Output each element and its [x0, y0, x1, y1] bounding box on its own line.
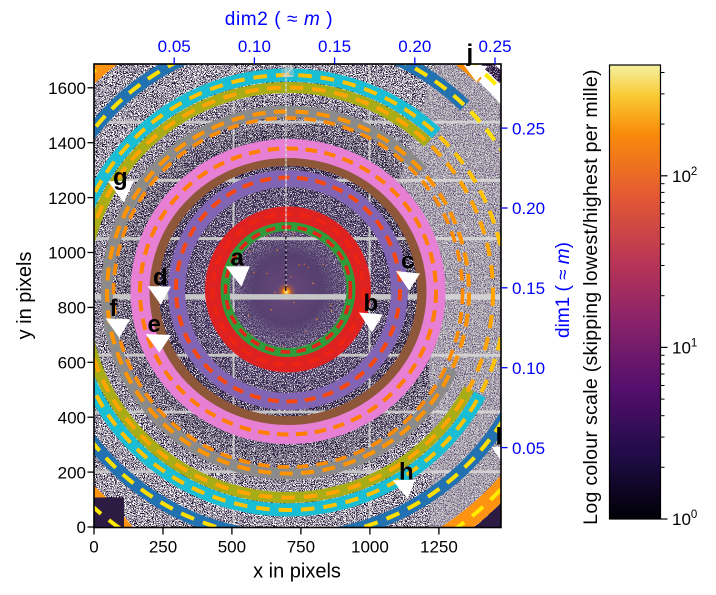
svg-text:1200: 1200 — [48, 189, 86, 208]
svg-text:dim2 ( ≈ m ): dim2 ( ≈ m ) — [225, 9, 333, 30]
svg-text:1250: 1250 — [420, 538, 458, 557]
svg-text:0.20: 0.20 — [398, 37, 431, 56]
svg-text:f: f — [110, 295, 119, 322]
svg-text:101: 101 — [672, 337, 697, 357]
svg-text:l: l — [496, 424, 503, 451]
svg-text:102: 102 — [672, 166, 697, 186]
svg-text:e: e — [148, 311, 161, 338]
svg-text:a: a — [231, 245, 245, 272]
svg-text:0: 0 — [77, 518, 86, 537]
svg-text:200: 200 — [58, 463, 86, 482]
svg-text:j: j — [466, 40, 474, 67]
svg-text:0.05: 0.05 — [512, 439, 545, 458]
svg-text:h: h — [399, 459, 414, 486]
svg-text:g: g — [113, 164, 128, 191]
svg-text:1000: 1000 — [351, 538, 389, 557]
svg-text:0.05: 0.05 — [158, 37, 191, 56]
svg-text:500: 500 — [218, 538, 246, 557]
svg-text:750: 750 — [287, 538, 315, 557]
svg-text:250: 250 — [149, 538, 177, 557]
svg-text:400: 400 — [58, 408, 86, 427]
svg-text:y in pixels: y in pixels — [14, 252, 36, 340]
svg-text:0.25: 0.25 — [512, 119, 545, 138]
svg-text:2: 2 — [283, 61, 294, 82]
svg-text:1000: 1000 — [48, 244, 86, 263]
svg-text:dim1 ( ≈ m): dim1 ( ≈ m) — [553, 242, 574, 338]
svg-text:x in pixels: x in pixels — [253, 561, 341, 583]
svg-text:Log colour scale (skipping low: Log colour scale (skipping lowest/highes… — [580, 69, 602, 525]
svg-text:0.10: 0.10 — [512, 359, 545, 378]
svg-text:0.25: 0.25 — [478, 37, 511, 56]
svg-text:b: b — [364, 290, 379, 317]
svg-text:0.20: 0.20 — [512, 199, 545, 218]
svg-text:800: 800 — [58, 299, 86, 318]
svg-text:1400: 1400 — [48, 134, 86, 153]
svg-text:0.15: 0.15 — [318, 37, 351, 56]
svg-text:0: 0 — [89, 538, 98, 557]
svg-text:d: d — [153, 264, 168, 291]
svg-text:1600: 1600 — [48, 79, 86, 98]
svg-text:600: 600 — [58, 354, 86, 373]
svg-text:c: c — [401, 248, 414, 275]
svg-text:0.10: 0.10 — [238, 37, 271, 56]
svg-text:100: 100 — [672, 509, 697, 529]
svg-text:0.15: 0.15 — [512, 279, 545, 298]
